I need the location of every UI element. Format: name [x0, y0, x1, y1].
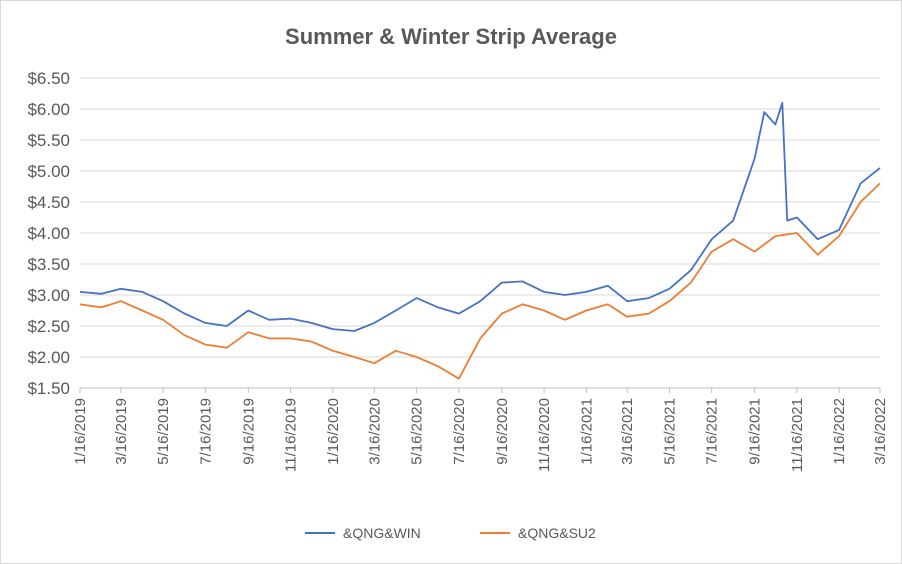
- y-tick-label: $3.50: [27, 255, 70, 274]
- x-tick-label: 11/16/2019: [283, 398, 300, 472]
- y-tick-label: $5.00: [27, 162, 70, 181]
- y-tick-label: $5.50: [27, 131, 70, 150]
- legend-label: &QNG&WIN: [343, 525, 421, 541]
- x-tick-label: 3/16/2020: [366, 398, 383, 465]
- y-tick-label: $6.50: [27, 69, 70, 88]
- series-line-1: [79, 182, 881, 380]
- chart-title: Summer & Winter Strip Average: [285, 24, 617, 49]
- x-tick-label: 1/16/2022: [831, 398, 848, 465]
- x-tick-label: 3/16/2021: [619, 398, 636, 465]
- series-lines: [79, 101, 881, 380]
- x-tick-label: 5/16/2019: [155, 398, 172, 465]
- y-tick-label: $2.00: [27, 348, 70, 367]
- x-tick-label: 5/16/2021: [661, 398, 678, 465]
- x-tick-label: 5/16/2020: [409, 398, 426, 465]
- x-tick-label: 1/16/2019: [72, 398, 89, 465]
- x-tick-label: 1/16/2021: [578, 398, 595, 465]
- x-tick-label: 1/16/2020: [325, 398, 342, 465]
- x-tick-label: 9/16/2020: [494, 398, 511, 465]
- x-tick-label: 9/16/2021: [747, 398, 764, 465]
- legend: &QNG&WIN &QNG&SU2: [305, 525, 596, 541]
- x-tick-label: 7/16/2021: [704, 398, 721, 465]
- y-tick-label: $3.00: [27, 286, 70, 305]
- x-tick-label: 9/16/2019: [240, 398, 257, 465]
- x-tick-label: 3/16/2022: [872, 398, 889, 465]
- x-tick-label: 3/16/2019: [113, 398, 130, 465]
- y-tick-label: $4.00: [27, 224, 70, 243]
- x-tick-label: 7/16/2019: [197, 398, 214, 465]
- x-tick-label: 11/16/2020: [536, 398, 553, 472]
- x-tick-label: 7/16/2020: [451, 398, 468, 465]
- y-tick-label: $1.50: [27, 379, 70, 398]
- series-line-0: [79, 101, 881, 332]
- x-axis: 1/16/2019 3/16/2019 5/16/2019 7/16/2019 9/16…: [72, 387, 889, 472]
- y-tick-label: $4.50: [27, 193, 70, 212]
- x-tick-label: 11/16/2021: [789, 398, 806, 472]
- y-tick-label: $6.00: [27, 100, 70, 119]
- y-axis-labels: $1.50 $2.00 $2.50 $3.00 $3.50 $4.00 $4.50 $5.00…: [27, 69, 70, 398]
- y-tick-label: $2.50: [27, 317, 70, 336]
- legend-label: &QNG&SU2: [518, 525, 596, 541]
